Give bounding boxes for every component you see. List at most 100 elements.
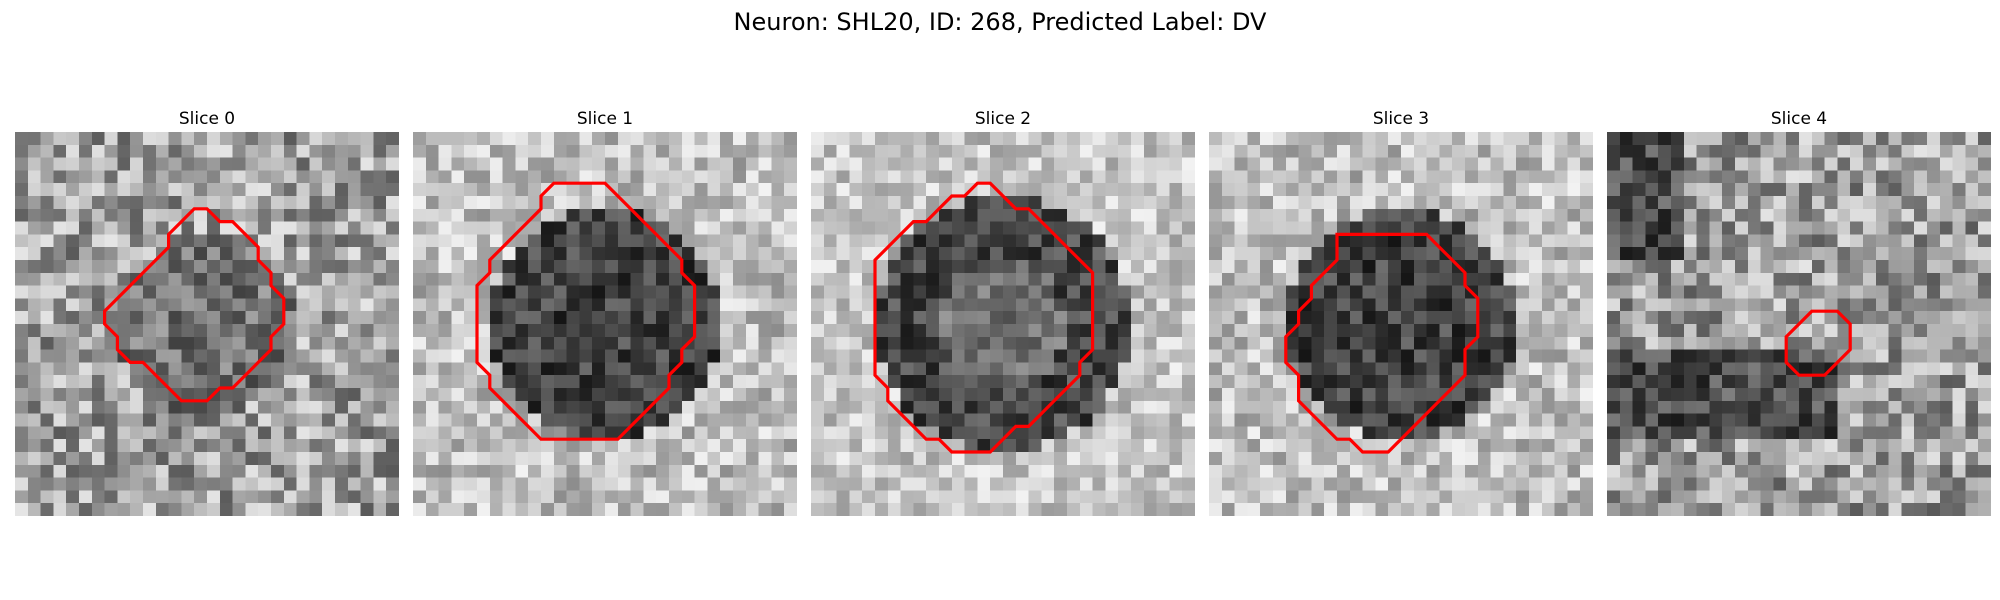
- image-pixel: [1169, 464, 1183, 478]
- image-pixel: [977, 477, 991, 491]
- image-pixel: [656, 439, 670, 453]
- image-pixel: [1735, 490, 1749, 504]
- image-pixel: [309, 375, 323, 389]
- image-pixel: [1079, 490, 1093, 504]
- image-pixel: [875, 349, 889, 363]
- image-pixel: [1541, 503, 1555, 516]
- image-pixel: [541, 208, 555, 222]
- image-pixel: [1452, 400, 1466, 414]
- image-pixel: [977, 490, 991, 504]
- image-pixel: [823, 247, 837, 261]
- image-pixel: [913, 349, 927, 363]
- image-pixel: [1837, 170, 1851, 184]
- image-pixel: [951, 272, 965, 286]
- image-pixel: [1028, 388, 1042, 402]
- image-pixel: [1529, 490, 1543, 504]
- image-pixel: [758, 452, 772, 466]
- image-pixel: [1452, 132, 1466, 146]
- image-pixel: [309, 426, 323, 440]
- image-pixel: [1247, 285, 1261, 299]
- image-pixel: [1747, 144, 1761, 158]
- image-pixel: [425, 132, 439, 146]
- image-pixel: [232, 503, 246, 516]
- image-pixel: [1671, 349, 1685, 363]
- image-pixel: [1452, 503, 1466, 516]
- image-pixel: [335, 272, 349, 286]
- image-pixel: [232, 298, 246, 312]
- image-pixel: [168, 272, 182, 286]
- image-pixel: [758, 477, 772, 491]
- image-pixel: [477, 285, 491, 299]
- image-pixel: [1028, 234, 1042, 248]
- image-pixel: [1003, 324, 1017, 338]
- image-pixel: [117, 362, 131, 376]
- image-pixel: [1888, 183, 1902, 197]
- image-pixel: [592, 144, 606, 158]
- image-pixel: [1054, 144, 1068, 158]
- image-pixel: [1760, 221, 1774, 235]
- image-pixel: [951, 349, 965, 363]
- image-pixel: [1645, 208, 1659, 222]
- image-pixel: [758, 272, 772, 286]
- image-pixel: [862, 464, 876, 478]
- image-pixel: [1221, 247, 1235, 261]
- image-pixel: [1054, 298, 1068, 312]
- image-pixel: [1952, 260, 1966, 274]
- image-pixel: [1169, 400, 1183, 414]
- image-pixel: [1580, 426, 1593, 440]
- image-pixel: [579, 490, 593, 504]
- image-pixel: [707, 452, 721, 466]
- image-pixel: [862, 183, 876, 197]
- image-pixel: [438, 477, 452, 491]
- image-pixel: [15, 375, 29, 389]
- image-pixel: [836, 298, 850, 312]
- image-pixel: [1015, 503, 1029, 516]
- image-pixel: [1735, 298, 1749, 312]
- image-pixel: [1645, 298, 1659, 312]
- image-pixel: [207, 362, 221, 376]
- image-pixel: [1529, 426, 1543, 440]
- image-pixel: [1541, 464, 1555, 478]
- image-pixel: [1529, 362, 1543, 376]
- image-pixel: [296, 464, 310, 478]
- image-pixel: [515, 272, 529, 286]
- image-pixel: [168, 362, 182, 376]
- image-pixel: [1003, 336, 1017, 350]
- image-pixel: [40, 144, 54, 158]
- image-pixel: [681, 464, 695, 478]
- image-pixel: [1888, 260, 1902, 274]
- image-pixel: [1452, 221, 1466, 235]
- image-pixel: [1079, 388, 1093, 402]
- image-pixel: [1671, 260, 1685, 274]
- image-pixel: [849, 272, 863, 286]
- image-pixel: [1837, 477, 1851, 491]
- image-pixel: [1863, 452, 1877, 466]
- image-pixel: [617, 336, 631, 350]
- image-pixel: [541, 285, 555, 299]
- image-pixel: [181, 272, 195, 286]
- image-pixel: [1169, 503, 1183, 516]
- image-pixel: [1927, 426, 1941, 440]
- image-pixel: [181, 285, 195, 299]
- image-pixel: [1169, 144, 1183, 158]
- image-pixel: [811, 324, 825, 338]
- image-pixel: [1607, 503, 1621, 516]
- image-pixel: [425, 234, 439, 248]
- image-pixel: [694, 272, 708, 286]
- image-pixel: [1234, 260, 1248, 274]
- image-pixel: [1003, 144, 1017, 158]
- image-pixel: [386, 132, 399, 146]
- image-pixel: [1015, 311, 1029, 325]
- image-pixel: [1811, 157, 1825, 171]
- image-pixel: [1131, 349, 1145, 363]
- segmentation-contour: [475, 181, 697, 441]
- image-pixel: [926, 490, 940, 504]
- image-pixel: [1607, 400, 1621, 414]
- image-pixel: [1773, 477, 1787, 491]
- image-pixel: [1247, 452, 1261, 466]
- image-pixel: [745, 388, 759, 402]
- image-pixel: [1888, 388, 1902, 402]
- image-pixel: [79, 349, 93, 363]
- image-pixel: [1837, 221, 1851, 235]
- image-pixel: [451, 413, 465, 427]
